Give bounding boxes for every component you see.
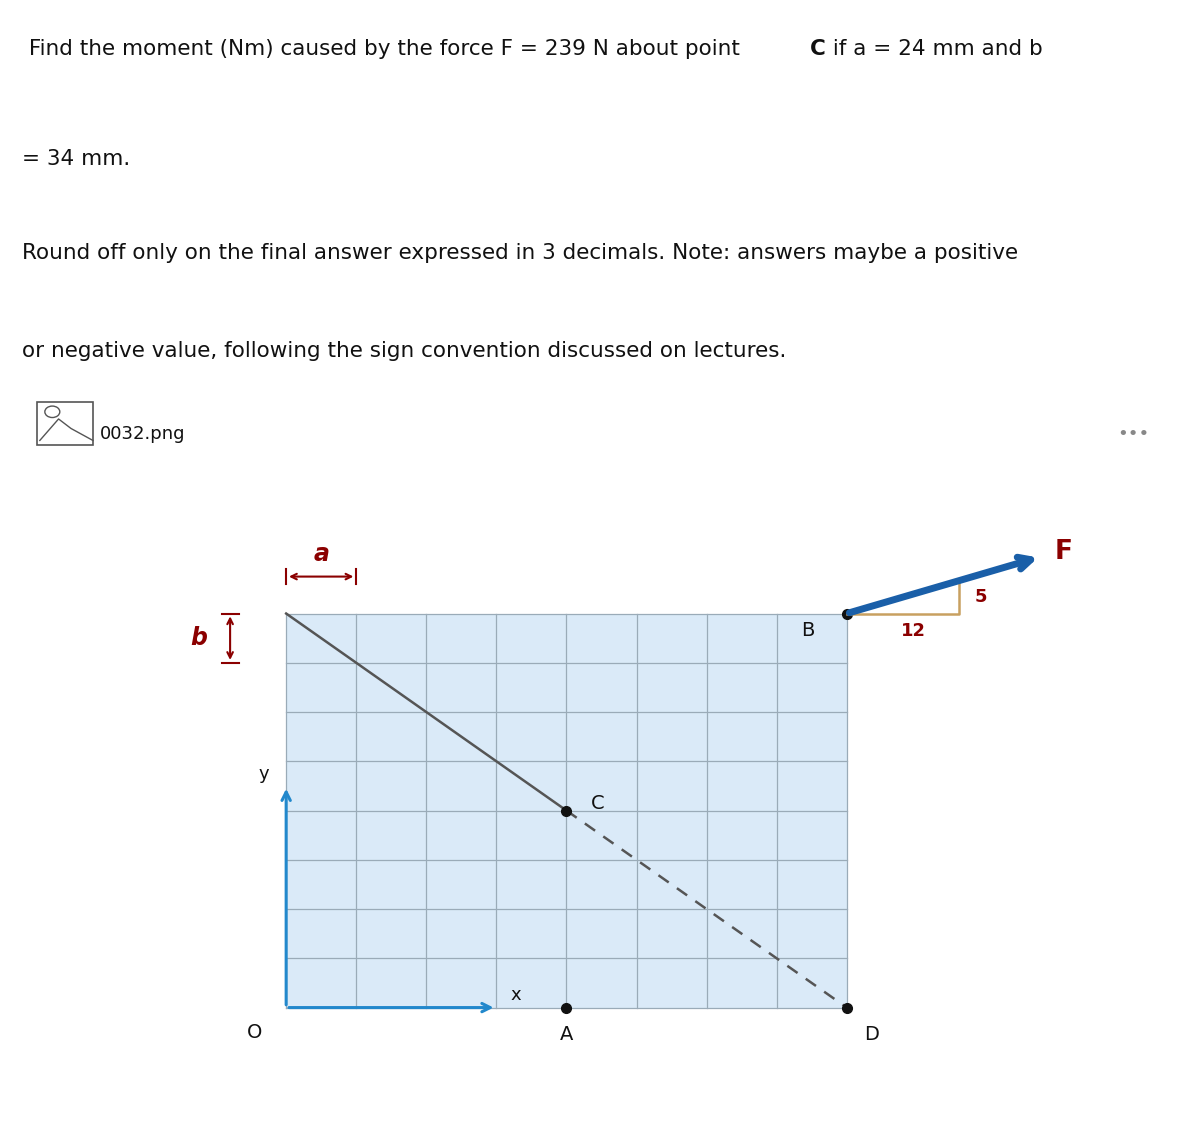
Polygon shape [286,613,847,1008]
Text: F: F [1055,538,1073,565]
Text: a: a [313,542,329,567]
Text: 5: 5 [976,588,988,607]
Text: Round off only on the final answer expressed in 3 decimals. Note: answers maybe : Round off only on the final answer expre… [22,243,1018,264]
Text: = 34 mm.: = 34 mm. [22,149,130,169]
Text: y: y [258,765,269,783]
Text: C: C [810,39,826,59]
Text: B: B [802,621,815,641]
Text: Find the moment (Nm) caused by the force F = 239 N about point: Find the moment (Nm) caused by the force… [22,39,739,59]
Text: A: A [559,1025,574,1044]
Text: 12: 12 [901,621,926,640]
Text: C: C [592,794,605,812]
Text: x: x [510,986,521,1004]
Text: •••: ••• [1117,425,1150,443]
Text: O: O [247,1022,263,1042]
Text: b: b [190,626,208,650]
Text: D: D [864,1025,878,1044]
Text: if a = 24 mm and b: if a = 24 mm and b [826,39,1043,59]
Text: 0032.png: 0032.png [101,425,186,443]
Text: or negative value, following the sign convention discussed on lectures.: or negative value, following the sign co… [22,341,786,361]
